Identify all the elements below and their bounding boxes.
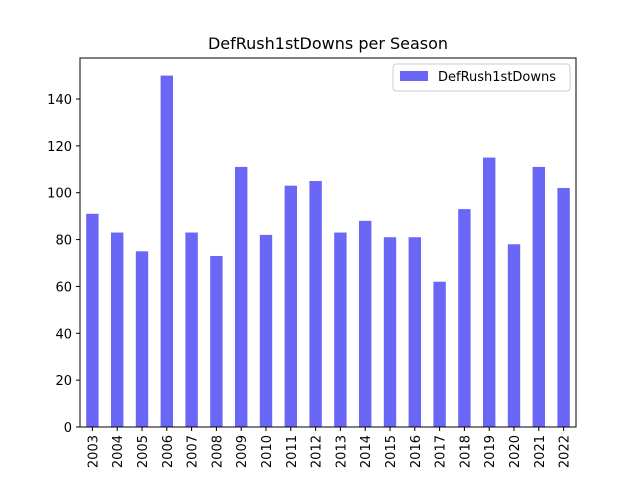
x-tick-label-2011: 2011 (285, 435, 300, 468)
y-tick-label: 80 (55, 234, 72, 249)
bar-2003[interactable] (86, 213, 99, 427)
x-tick-label-2022: 2022 (558, 435, 573, 468)
y-tick-label: 100 (47, 187, 72, 202)
legend-label: DefRush1stDowns (438, 70, 556, 85)
bar-2022[interactable] (557, 188, 570, 427)
x-tick-label-2006: 2006 (161, 435, 176, 468)
x-tick-label-2017: 2017 (434, 435, 449, 468)
bar-2021[interactable] (532, 166, 545, 427)
x-tick-label-2019: 2019 (483, 435, 498, 468)
bar-2018[interactable] (458, 209, 471, 427)
x-tick-label-2021: 2021 (533, 435, 548, 468)
bar-2020[interactable] (507, 244, 521, 427)
legend-swatch (400, 71, 428, 81)
bar-2014[interactable] (359, 220, 372, 427)
y-tick-label: 40 (55, 327, 72, 342)
y-axis: 0 20 40 60 80 100 120 140 (47, 93, 80, 436)
bar-2009[interactable] (235, 166, 248, 427)
y-tick-label: 0 (64, 421, 72, 436)
x-axis: 2003 2004 2005 2006 2007 2008 2009 2010 2011 2012… (86, 427, 573, 468)
bar-2015[interactable] (383, 237, 397, 427)
legend-frame (392, 63, 571, 92)
x-tick-label-2018: 2018 (458, 435, 473, 468)
x-tick-label-2009: 2009 (235, 435, 250, 468)
legend[interactable]: DefRush1stDowns (392, 63, 571, 92)
x-tick-label-2007: 2007 (186, 435, 201, 468)
bar-2008[interactable] (210, 255, 223, 427)
x-tick-label-2004: 2004 (111, 435, 126, 468)
bar-2013[interactable] (334, 232, 347, 427)
chart-title: DefRush1stDowns per Season (208, 34, 448, 53)
x-tick-label-2015: 2015 (384, 435, 399, 468)
x-tick-label-2010: 2010 (260, 435, 275, 468)
x-tick-label-2012: 2012 (310, 435, 325, 468)
bar-2005[interactable] (135, 251, 149, 427)
bar-2011[interactable] (284, 185, 297, 427)
plot-frame (79, 57, 577, 428)
bar-2010[interactable] (259, 234, 273, 427)
bar-2017[interactable] (433, 281, 446, 427)
x-tick-label-2008: 2008 (210, 435, 225, 468)
y-tick-label: 140 (47, 93, 72, 108)
bar-2012[interactable] (309, 181, 322, 427)
y-tick-label: 60 (55, 280, 72, 295)
x-tick-label-2013: 2013 (334, 435, 349, 468)
y-tick-label: 20 (55, 374, 72, 389)
x-tick-label-2005: 2005 (136, 435, 151, 468)
y-tick-label: 120 (47, 140, 72, 155)
bar-2004[interactable] (111, 232, 124, 427)
bar-2016[interactable] (408, 237, 421, 427)
x-tick-label-2020: 2020 (508, 435, 523, 468)
bar-2006[interactable] (160, 75, 173, 427)
bar-2007[interactable] (185, 232, 198, 427)
bar-2019[interactable] (483, 157, 496, 427)
x-tick-label-2003: 2003 (86, 435, 101, 468)
x-tick-label-2016: 2016 (409, 435, 424, 468)
bars-group (86, 75, 570, 427)
x-tick-label-2014: 2014 (359, 435, 374, 468)
